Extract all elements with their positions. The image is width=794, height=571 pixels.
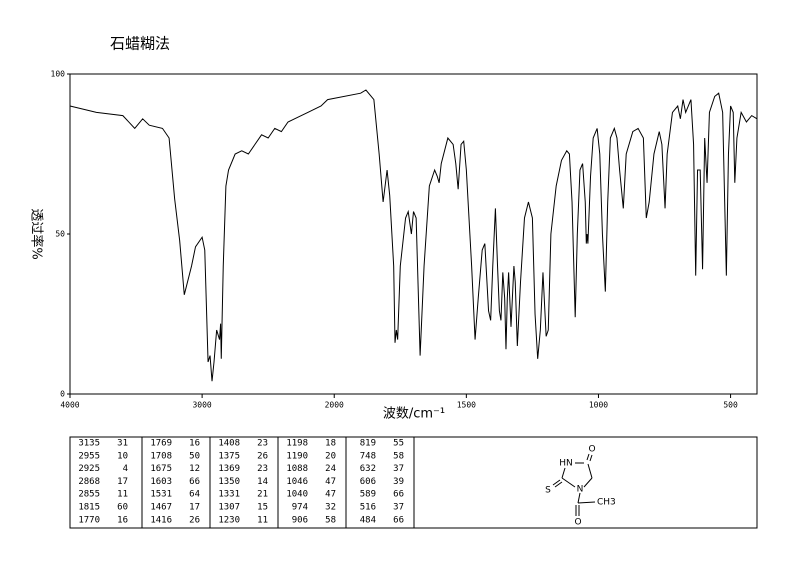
peak-wavenumber: 1230 (218, 515, 240, 525)
peak-transmittance: 60 (117, 503, 128, 513)
spectrum-line (69, 89, 758, 382)
peak-transmittance: 50 (189, 451, 200, 461)
peak-transmittance: 66 (189, 477, 200, 487)
peak-transmittance: 16 (189, 439, 200, 449)
plot-frame (69, 73, 758, 395)
peak-transmittance: 66 (393, 490, 404, 500)
peak-transmittance: 47 (325, 477, 336, 487)
peak-transmittance: 11 (257, 515, 268, 525)
peak-transmittance: 24 (325, 464, 336, 474)
peak-transmittance: 21 (257, 490, 268, 500)
peak-transmittance: 12 (189, 464, 200, 474)
x-tick-label: 4000 (60, 401, 79, 410)
peak-wavenumber: 1531 (150, 490, 172, 500)
peak-wavenumber: 1369 (218, 464, 240, 474)
peak-transmittance: 16 (117, 515, 128, 525)
y-tick-label: 0 (60, 390, 65, 399)
y-tick-label: 100 (51, 70, 66, 79)
peak-wavenumber: 2925 (78, 464, 100, 474)
peak-wavenumber: 748 (360, 451, 376, 461)
peak-transmittance: 47 (325, 490, 336, 500)
peak-wavenumber: 1375 (218, 451, 240, 461)
peak-transmittance: 55 (393, 439, 404, 449)
peak-wavenumber: 1331 (218, 490, 240, 500)
x-tick-label: 3000 (192, 401, 211, 410)
peak-wavenumber: 632 (360, 464, 376, 474)
peak-wavenumber: 516 (360, 503, 376, 513)
peak-wavenumber: 1769 (150, 439, 172, 449)
x-tick-label: 2000 (325, 401, 344, 410)
peak-wavenumber: 484 (360, 515, 376, 525)
peak-wavenumber: 589 (360, 490, 376, 500)
peak-wavenumber: 1088 (286, 464, 308, 474)
peak-wavenumber: 1467 (150, 503, 172, 513)
peak-wavenumber: 1350 (218, 477, 240, 487)
peak-wavenumber: 1675 (150, 464, 172, 474)
peak-transmittance: 31 (117, 439, 128, 449)
x-tick-label: 500 (723, 401, 738, 410)
peak-wavenumber: 1408 (218, 439, 240, 449)
peak-wavenumber: 1815 (78, 503, 100, 513)
peak-wavenumber: 606 (360, 477, 376, 487)
peak-transmittance: 66 (393, 515, 404, 525)
atom-label: O (588, 445, 595, 455)
peak-wavenumber: 1770 (78, 515, 100, 525)
peak-wavenumber: 1416 (150, 515, 172, 525)
peak-transmittance: 14 (257, 477, 268, 487)
atom-label: CH3 (597, 498, 616, 508)
atom-label: O (574, 518, 581, 528)
atom-label: HN (559, 459, 573, 469)
peak-wavenumber: 1603 (150, 477, 172, 487)
peak-transmittance: 58 (325, 515, 336, 525)
peak-transmittance: 37 (393, 464, 404, 474)
structure-bonds (552, 453, 596, 516)
peak-wavenumber: 2868 (78, 477, 100, 487)
peak-transmittance: 20 (325, 451, 336, 461)
peak-transmittance: 64 (189, 490, 200, 500)
peak-transmittance: 39 (393, 477, 404, 487)
peak-wavenumber: 2955 (78, 451, 100, 461)
peak-transmittance: 11 (117, 490, 128, 500)
peak-wavenumber: 1190 (286, 451, 308, 461)
peak-wavenumber: 1046 (286, 477, 308, 487)
peak-transmittance: 32 (325, 503, 336, 513)
x-axis-label: 波数/cm⁻¹ (383, 407, 445, 422)
atom-label: S (545, 486, 551, 496)
peak-transmittance: 4 (123, 464, 128, 474)
peak-wavenumber: 1040 (286, 490, 308, 500)
peak-transmittance: 23 (257, 439, 268, 449)
peak-transmittance: 15 (257, 503, 268, 513)
peak-wavenumber: 2855 (78, 490, 100, 500)
chart-title: 石蜡糊法 (110, 35, 170, 53)
peak-transmittance: 37 (393, 503, 404, 513)
peak-wavenumber: 974 (292, 503, 308, 513)
peak-wavenumber: 906 (292, 515, 308, 525)
peak-transmittance: 58 (393, 451, 404, 461)
x-tick-label: 1000 (589, 401, 608, 410)
peak-wavenumber: 1708 (150, 451, 172, 461)
y-axis-label: 透过率% (29, 208, 45, 259)
peak-wavenumber: 1198 (286, 439, 308, 449)
peak-transmittance: 10 (117, 451, 128, 461)
peak-transmittance: 17 (117, 477, 128, 487)
y-tick-label: 50 (55, 230, 65, 239)
x-tick-label: 1500 (457, 401, 476, 410)
peak-wavenumber: 3135 (78, 439, 100, 449)
peak-transmittance: 26 (257, 451, 268, 461)
atom-label: N (577, 485, 584, 495)
peak-transmittance: 18 (325, 439, 336, 449)
peak-transmittance: 17 (189, 503, 200, 513)
peak-transmittance: 26 (189, 515, 200, 525)
peak-wavenumber: 1307 (218, 503, 240, 513)
peak-wavenumber: 819 (360, 439, 376, 449)
peak-transmittance: 23 (257, 464, 268, 474)
